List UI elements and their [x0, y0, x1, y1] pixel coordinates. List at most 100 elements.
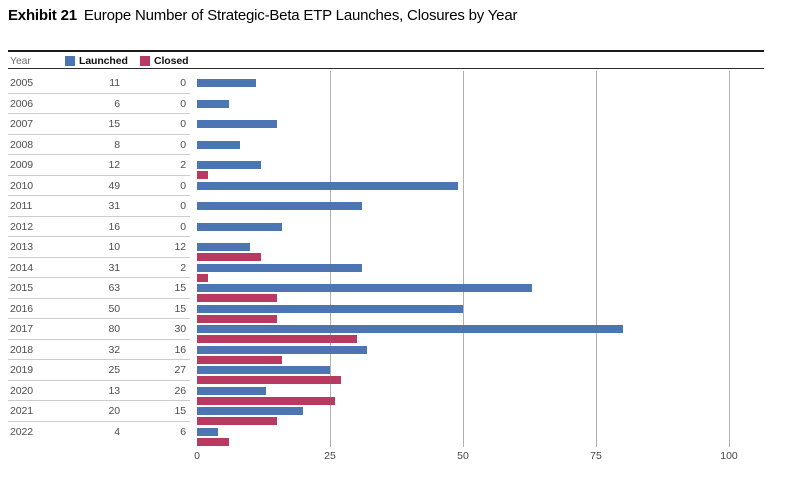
header-bottom-rule: [8, 68, 764, 69]
row-year-label: 2012: [10, 220, 33, 233]
row-launched-value: 80: [108, 323, 121, 335]
launched-bar: [197, 263, 362, 272]
row-closed-value: 0: [180, 138, 186, 151]
gridline-25: [330, 71, 331, 447]
row-separator: [8, 154, 190, 155]
closed-legend-swatch-icon: [140, 56, 150, 66]
row-closed-value: 0: [180, 179, 186, 192]
row-launched-value: 8: [114, 138, 120, 151]
row-year-label: 2005: [10, 77, 33, 89]
row-launched-value: 49: [108, 179, 121, 192]
exhibit-title: Exhibit 21 Europe Number of Strategic-Bet…: [8, 7, 517, 24]
launched-bar: [197, 386, 267, 395]
row-closed-value: 15: [174, 302, 187, 315]
row-year-label: 2010: [10, 179, 33, 192]
closed-bar: [197, 253, 261, 261]
row-closed-value: 2: [180, 261, 186, 274]
launched-bar: [197, 427, 219, 436]
row-closed-value: 6: [180, 425, 186, 438]
row-separator: [8, 297, 190, 299]
launched-bar: [197, 284, 533, 292]
launched-bar: [197, 140, 240, 149]
launched-bar: [197, 243, 251, 251]
row-launched-value: 25: [108, 364, 121, 376]
row-launched-value: 6: [114, 97, 120, 110]
x-tick-label: 50: [457, 450, 469, 462]
launched-bar: [197, 202, 362, 210]
row-year-label: 2021: [10, 405, 33, 417]
row-launched-value: 15: [108, 118, 121, 130]
row-year-label: 2009: [10, 159, 33, 171]
row-closed-value: 26: [174, 384, 187, 397]
launched-bar: [197, 407, 304, 415]
row-closed-value: 15: [174, 405, 187, 417]
row-launched-value: 12: [108, 159, 121, 171]
row-year-label: 2008: [10, 138, 33, 151]
row-launched-value: 63: [108, 282, 121, 294]
row-separator: [8, 400, 190, 401]
closed-bar: [197, 171, 208, 179]
row-separator: [8, 359, 190, 360]
row-year-label: 2017: [10, 323, 33, 335]
row-closed-value: 12: [174, 241, 187, 253]
row-separator: [8, 277, 190, 278]
row-closed-value: 30: [174, 323, 187, 335]
launched-bar: [197, 222, 283, 231]
row-separator: [8, 256, 190, 258]
closed-bar: [197, 294, 277, 302]
row-separator: [8, 236, 190, 237]
row-closed-value: 0: [180, 77, 186, 89]
row-separator: [8, 420, 190, 422]
row-launched-value: 31: [108, 261, 121, 274]
closed-bar: [197, 273, 208, 282]
row-launched-value: 50: [108, 302, 121, 315]
row-separator: [8, 318, 190, 319]
row-year-label: 2007: [10, 118, 33, 130]
launched-bar: [197, 161, 261, 169]
row-year-label: 2014: [10, 261, 33, 274]
closed-bar: [197, 396, 336, 405]
row-closed-value: 0: [180, 220, 186, 233]
row-separator: [8, 133, 190, 135]
gridline-100: [729, 71, 730, 447]
row-closed-value: 0: [180, 97, 186, 110]
launched-legend-swatch-icon: [65, 56, 75, 66]
header-top-rule: [8, 50, 764, 52]
exhibit-number-label: Exhibit 21: [8, 7, 77, 24]
closed-legend-label: Closed: [154, 55, 189, 67]
gridline-50: [463, 71, 464, 447]
closed-bar: [197, 437, 229, 446]
x-tick-label: 75: [590, 450, 602, 462]
row-year-label: 2013: [10, 241, 33, 253]
row-year-label: 2018: [10, 343, 33, 356]
launched-bar: [197, 181, 458, 190]
row-year-label: 2020: [10, 384, 33, 397]
row-launched-value: 10: [108, 241, 121, 253]
launched-bar: [197, 79, 256, 87]
row-closed-value: 16: [174, 343, 187, 356]
row-separator: [8, 379, 190, 381]
launched-bar: [197, 366, 330, 374]
row-closed-value: 2: [180, 159, 186, 171]
row-year-label: 2019: [10, 364, 33, 376]
row-launched-value: 31: [108, 200, 121, 212]
row-separator: [8, 195, 190, 196]
row-year-label: 2011: [10, 200, 33, 212]
closed-bar: [197, 355, 283, 364]
row-launched-value: 13: [108, 384, 121, 397]
row-launched-value: 11: [109, 77, 120, 89]
closed-bar: [197, 417, 277, 425]
row-year-label: 2016: [10, 302, 33, 315]
row-year-label: 2022: [10, 425, 33, 438]
row-closed-value: 27: [174, 364, 187, 376]
row-separator: [8, 215, 190, 217]
exhibit-title-text: Europe Number of Strategic-Beta ETP Laun…: [83, 7, 518, 24]
closed-bar: [197, 376, 341, 384]
year-column-header: Year: [10, 55, 31, 67]
row-launched-value: 32: [108, 343, 121, 356]
row-launched-value: 16: [108, 220, 121, 233]
row-year-label: 2015: [10, 282, 33, 294]
row-closed-value: 0: [180, 200, 186, 212]
row-closed-value: 15: [174, 282, 187, 294]
